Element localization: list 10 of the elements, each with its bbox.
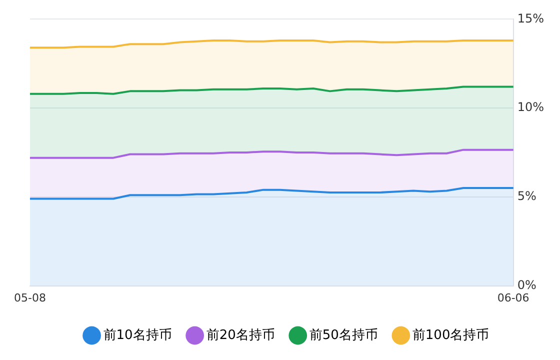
y-tick-label: 10% bbox=[517, 100, 544, 114]
legend-label: 前50名持币 bbox=[309, 328, 378, 343]
y-tick-label: 0% bbox=[517, 278, 536, 292]
legend-label: 前20名持币 bbox=[206, 328, 275, 343]
y-tick-label: 5% bbox=[517, 189, 536, 204]
legend-label: 前10名持币 bbox=[103, 328, 172, 343]
x-tick-label: 06-06 bbox=[497, 291, 530, 304]
legend-label: 前100名持币 bbox=[412, 328, 490, 343]
y-tick-label: 15% bbox=[517, 11, 544, 26]
x-tick-label: 05-08 bbox=[14, 291, 46, 304]
